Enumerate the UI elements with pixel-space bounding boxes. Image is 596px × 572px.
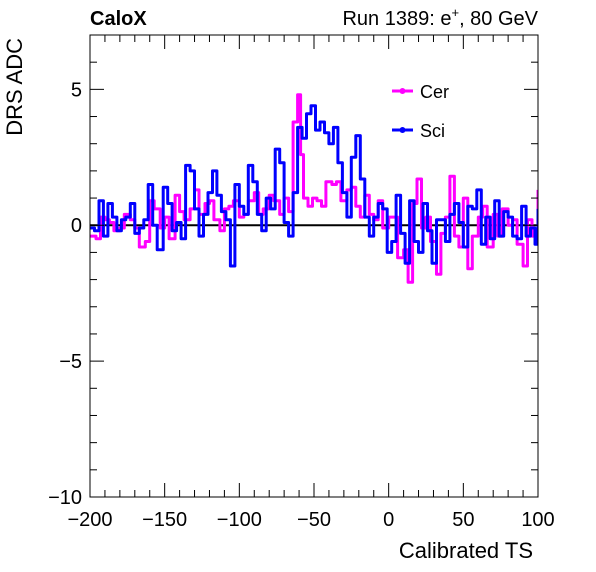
ticks-layer: −200 −150 −100 −50 0 50 100−10−505 <box>48 34 555 531</box>
title-energy-text: , 80 GeV <box>459 8 539 30</box>
chart-title-right: Run 1389: e+, 80 GeV <box>342 5 538 30</box>
y-tick-label: −10 <box>48 487 82 509</box>
x-tick-label: −150 <box>142 509 187 531</box>
legend-marker-sci <box>399 127 406 133</box>
title-run-text: Run 1389: e <box>342 8 451 30</box>
x-tick-label: −50 <box>297 509 331 531</box>
y-axis-title: DRS ADC <box>2 38 27 136</box>
y-tick-label: −5 <box>59 351 82 373</box>
legend: Cer Sci <box>392 82 449 141</box>
x-tick-label: −100 <box>217 509 262 531</box>
series-layer <box>90 93 538 284</box>
x-tick-label: −200 <box>67 509 112 531</box>
legend-marker-cer <box>399 88 406 94</box>
x-tick-label: 100 <box>521 509 554 531</box>
series-line-sci <box>90 104 538 268</box>
title-positron-superscript: + <box>451 5 459 20</box>
chart-title-left: CaloX <box>90 8 147 30</box>
legend-label-cer: Cer <box>420 82 449 102</box>
y-tick-label: 0 <box>71 215 82 237</box>
x-tick-label: 0 <box>383 509 394 531</box>
y-tick-label: 5 <box>71 79 82 101</box>
x-tick-label: 50 <box>452 509 474 531</box>
legend-label-sci: Sci <box>420 121 445 141</box>
x-axis-title: Calibrated TS <box>399 538 533 563</box>
